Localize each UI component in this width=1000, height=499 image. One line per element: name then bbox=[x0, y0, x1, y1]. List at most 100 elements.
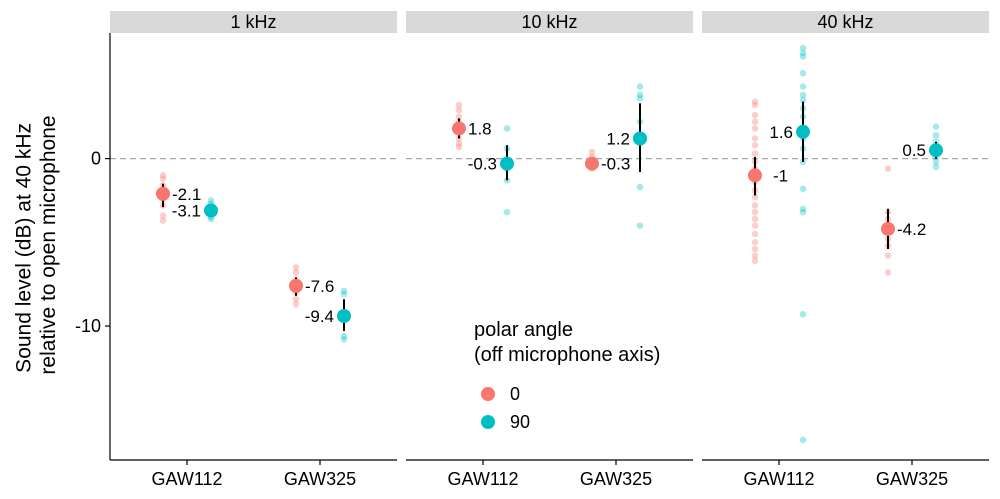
x-tick-label: GAW325 bbox=[580, 469, 652, 489]
raw-data-point bbox=[751, 98, 759, 105]
y-tick-label: 0 bbox=[91, 149, 101, 169]
raw-data-point bbox=[636, 95, 644, 102]
mean-value-label: 1.6 bbox=[769, 123, 793, 142]
raw-data-point bbox=[884, 252, 892, 260]
x-tick-label: GAW325 bbox=[876, 469, 948, 489]
mean-value-label: -1 bbox=[773, 166, 788, 185]
mean-value-label: -2.1 bbox=[172, 185, 201, 204]
raw-data-point bbox=[455, 140, 463, 147]
legend-title: polar angle bbox=[474, 319, 573, 341]
raw-data-point bbox=[884, 165, 892, 172]
mean-value-label: 1.8 bbox=[468, 119, 492, 138]
raw-data-point bbox=[932, 131, 940, 139]
raw-data-point bbox=[207, 197, 215, 204]
mean-point bbox=[796, 124, 810, 139]
raw-data-point bbox=[799, 208, 807, 216]
raw-data-point bbox=[588, 148, 596, 156]
raw-data-point bbox=[799, 83, 807, 90]
raw-data-point bbox=[636, 91, 644, 99]
raw-data-point bbox=[751, 215, 759, 223]
raw-data-point bbox=[799, 96, 807, 104]
legend-title: (off microphone axis) bbox=[474, 344, 660, 366]
raw-data-point bbox=[751, 245, 759, 253]
mean-point bbox=[156, 186, 170, 201]
raw-data-point bbox=[159, 175, 167, 182]
raw-data-point bbox=[932, 163, 940, 171]
raw-data-point bbox=[159, 212, 167, 219]
raw-data-point bbox=[751, 257, 759, 265]
legend-label: 0 bbox=[510, 384, 520, 404]
mean-value-label: -4.2 bbox=[897, 220, 926, 239]
facet-strip-label: 10 kHz bbox=[521, 12, 577, 32]
x-tick-label: GAW112 bbox=[151, 469, 222, 489]
raw-data-point bbox=[455, 143, 463, 151]
raw-data-point bbox=[340, 287, 348, 295]
raw-data-point bbox=[340, 336, 348, 343]
raw-data-point bbox=[503, 208, 511, 216]
raw-data-point bbox=[636, 222, 644, 229]
raw-data-point bbox=[292, 264, 300, 271]
legend-key-0 bbox=[481, 387, 495, 401]
legend-key-90 bbox=[481, 415, 495, 429]
facet-strip-label: 1 kHz bbox=[230, 12, 276, 32]
raw-data-point bbox=[159, 172, 167, 179]
facet-panel-10-khz: 10 kHz GAW112 GAW325 1.8 -0.3 -0.3 1.2 bbox=[406, 11, 693, 489]
raw-data-point bbox=[455, 101, 463, 109]
mean-point bbox=[204, 203, 218, 218]
raw-data-point bbox=[751, 208, 759, 216]
raw-data-point bbox=[799, 49, 807, 57]
raw-data-point bbox=[751, 239, 759, 246]
facet-strip-label: 40 kHz bbox=[817, 12, 873, 32]
mean-value-label: 1.2 bbox=[606, 129, 630, 148]
raw-data-point bbox=[932, 158, 940, 166]
mean-value-label: -3.1 bbox=[172, 201, 201, 220]
raw-data-point bbox=[751, 252, 759, 260]
raw-data-point bbox=[799, 69, 807, 77]
mean-point bbox=[585, 156, 599, 171]
mean-point bbox=[337, 308, 351, 323]
mean-point bbox=[452, 121, 466, 136]
raw-data-point bbox=[340, 332, 348, 340]
raw-data-point bbox=[636, 183, 644, 191]
raw-data-point bbox=[751, 125, 759, 132]
mean-point bbox=[929, 143, 943, 158]
raw-data-point bbox=[292, 269, 300, 276]
raw-data-point bbox=[751, 202, 759, 209]
raw-data-point bbox=[455, 106, 463, 114]
raw-data-point bbox=[455, 113, 463, 121]
mean-value-label: -0.3 bbox=[468, 155, 497, 174]
mean-point bbox=[633, 131, 647, 146]
raw-data-point bbox=[799, 311, 807, 318]
raw-data-point bbox=[751, 141, 759, 149]
mean-value-label: -0.3 bbox=[601, 155, 630, 174]
raw-data-point bbox=[799, 44, 807, 52]
y-axis-title: Sound level (dB) at 40 kHz relative to o… bbox=[13, 115, 60, 374]
mean-point bbox=[500, 156, 514, 171]
raw-data-point bbox=[159, 217, 167, 224]
raw-data-point bbox=[751, 101, 759, 109]
mean-point bbox=[748, 168, 762, 183]
mean-point bbox=[881, 221, 895, 236]
facet-panel-1-khz: 1 kHz GAW112 GAW325 -2.1 -7.6 -3.1 -9.4 bbox=[110, 11, 397, 489]
mean-value-label: -9.4 bbox=[305, 307, 334, 326]
facet-strip bbox=[110, 11, 397, 33]
facet-panels: 1 kHz GAW112 GAW325 -2.1 -7.6 -3.1 -9.4 10 kHz G… bbox=[110, 11, 989, 489]
raw-data-point bbox=[751, 222, 759, 229]
raw-data-point bbox=[292, 300, 300, 308]
facet-strip bbox=[702, 11, 989, 33]
x-tick-label: GAW112 bbox=[743, 469, 814, 489]
mean-value-label: -7.6 bbox=[305, 277, 334, 296]
x-tick-label: GAW112 bbox=[447, 469, 518, 489]
raw-data-point bbox=[799, 205, 807, 213]
x-tick-label: GAW325 bbox=[284, 469, 356, 489]
raw-data-point bbox=[751, 193, 759, 201]
raw-data-point bbox=[799, 53, 807, 60]
raw-data-point bbox=[751, 135, 759, 142]
raw-data-point bbox=[751, 150, 759, 157]
legend: polar angle (off microphone axis) 0 90 bbox=[474, 319, 660, 432]
legend-label: 90 bbox=[510, 412, 530, 432]
raw-data-point bbox=[503, 125, 511, 132]
raw-data-point bbox=[799, 436, 807, 444]
y-tick-label: -10 bbox=[75, 316, 101, 336]
